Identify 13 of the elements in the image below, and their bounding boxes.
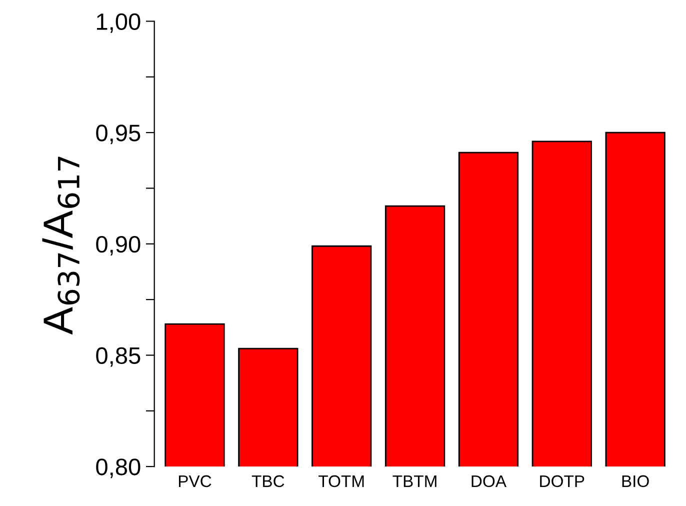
x-tick-label: TOTM	[318, 475, 364, 488]
y-axis-title: A$_{637}$/A$_{617}$	[42, 156, 80, 335]
x-tick-label: DOA	[472, 475, 506, 488]
x-tick-label: TBTM	[392, 475, 436, 487]
x-tick-label: TBC	[252, 475, 284, 488]
y-tick-label: 0,80	[96, 458, 140, 478]
y-tick-label: 0,95	[96, 124, 140, 144]
y-tick-label: 0,90	[96, 236, 140, 256]
x-tick-label: PVC	[178, 475, 212, 488]
x-tick-label: DOTP	[540, 475, 584, 488]
x-tick-label: BIO	[622, 475, 649, 488]
y-tick-label: 1,00	[97, 13, 140, 33]
y-tick-label: 0,85	[96, 347, 140, 367]
